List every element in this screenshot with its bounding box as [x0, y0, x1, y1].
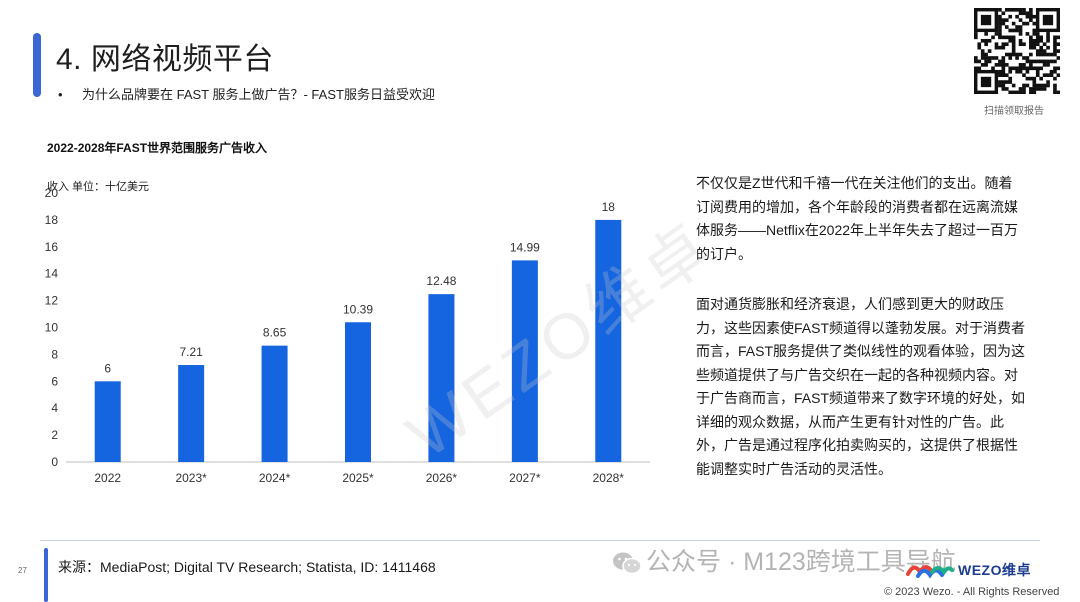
- channel-watermark: 公众号 · M123跨境工具导航: [612, 542, 956, 578]
- y-tick-label: 2: [51, 428, 58, 442]
- y-tick-label: 4: [51, 401, 58, 415]
- y-tick-label: 16: [45, 240, 59, 254]
- y-tick-label: 14: [45, 267, 59, 281]
- bar-value-label: 12.48: [426, 274, 456, 288]
- source-accent-bar: [44, 548, 48, 602]
- y-tick-label: 18: [45, 213, 59, 227]
- x-tick-label: 2028*: [593, 471, 625, 485]
- x-tick-label: 2024*: [259, 471, 291, 485]
- bar-value-label: 14.99: [510, 240, 540, 254]
- qr-caption: 扫描领取报告: [984, 106, 1044, 117]
- y-tick-label: 0: [51, 455, 58, 469]
- bar-chart: 0 2 4 6 8 10 12 14 16 18 20 6 2022 7.21 2023* 8.65 2024*…: [45, 186, 650, 485]
- wezo-logo-icon: [906, 565, 954, 579]
- bar-2023: [178, 365, 205, 462]
- source-citation: 来源：MediaPost; Digital TV Research; Stati…: [58, 559, 436, 575]
- logo-text: WEZO维卓: [958, 562, 1031, 578]
- company-logo[interactable]: WEZO维卓: [906, 558, 1031, 582]
- bullet: •: [58, 87, 63, 102]
- title-accent-bar: [33, 33, 41, 97]
- qr-code-icon[interactable]: [974, 8, 1060, 94]
- subtitle-text: 为什么品牌要在 FAST 服务上做广告？- FAST服务日益受欢迎: [82, 87, 435, 102]
- copyright: © 2023 Wezo. - All Rights Reserved: [884, 586, 1060, 598]
- body-paragraph-2: 面对通货膨胀和经济衰退，人们感到更大的财政压力，这些因素使FAST频道得以蓬勃发…: [696, 296, 1026, 477]
- y-tick-label: 10: [45, 321, 59, 335]
- bar-2026: [428, 294, 455, 462]
- x-tick-label: 2027*: [509, 471, 541, 485]
- channel-watermark-text: 公众号 · M123跨境工具导航: [646, 548, 956, 576]
- bar-value-label: 10.39: [343, 302, 373, 316]
- y-tick-label: 12: [45, 294, 59, 308]
- x-tick-label: 2026*: [426, 471, 458, 485]
- bar-2024: [261, 345, 288, 462]
- y-tick-label: 20: [45, 186, 59, 200]
- body-paragraph-1: 不仅仅是Z世代和千禧一代在关注他们的支出。随着订阅费用的增加，各个年龄段的消费者…: [696, 175, 1019, 262]
- x-tick-label: 2023*: [175, 471, 207, 485]
- page-title: 4. 网络视频平台: [56, 43, 274, 76]
- bar-2022: [94, 381, 121, 462]
- bar-2025: [345, 322, 371, 462]
- x-tick-label: 2022: [94, 471, 121, 485]
- wechat-icon: [613, 552, 642, 575]
- y-tick-label: 8: [51, 347, 58, 361]
- y-tick-label: 6: [51, 374, 58, 388]
- y-axis-unit-label: 收入 单位：十亿美元: [47, 181, 150, 193]
- page-number: 27: [18, 566, 27, 575]
- bar-value-label: 8.65: [263, 326, 287, 340]
- x-tick-label: 2025*: [342, 471, 374, 485]
- bar-value-label: 6: [104, 361, 111, 375]
- footer-divider: [40, 540, 1040, 541]
- chart-title: 2022-2028年FAST世界范围服务广告收入: [47, 141, 268, 155]
- bar-2028: [595, 219, 622, 462]
- bar-2027: [511, 260, 538, 462]
- subtitle: • 为什么品牌要在 FAST 服务上做广告？- FAST服务日益受欢迎: [58, 84, 435, 103]
- bar-value-label: 7.21: [179, 345, 203, 359]
- bar-value-label: 18: [602, 200, 616, 214]
